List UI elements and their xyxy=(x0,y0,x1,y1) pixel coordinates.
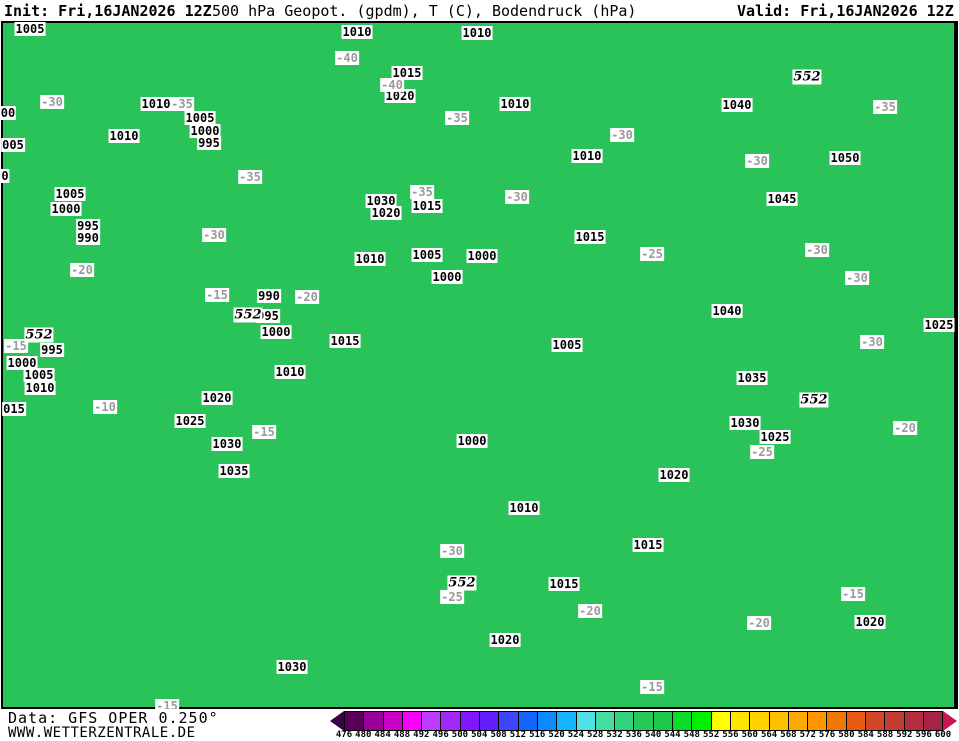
colorbar-cell xyxy=(557,711,577,731)
init-timestamp: Init: Fri,16JAN2026 12Z xyxy=(4,2,212,20)
colorbar-cell xyxy=(576,711,596,731)
colorbar-cell xyxy=(480,711,500,731)
footer-bar: Data: GFS OPER 0.250° WWW.WETTERZENTRALE… xyxy=(0,709,959,741)
colorbar-cell xyxy=(402,711,423,731)
colorbar-scale-value: 584 xyxy=(857,730,874,740)
colorbar-scale-value: 504 xyxy=(471,730,488,740)
website-text: WWW.WETTERZENTRALE.DE xyxy=(8,725,196,741)
colorbar-cell xyxy=(730,711,751,731)
map-area xyxy=(1,21,956,709)
colorbar-cell xyxy=(808,711,828,731)
colorbar-scale-value: 492 xyxy=(413,730,430,740)
colorbar-cell xyxy=(383,711,403,731)
colorbar-scale-value: 500 xyxy=(451,730,469,740)
colorbar-scale-value: 532 xyxy=(606,730,623,740)
colorbar-cell xyxy=(344,711,365,731)
colorbar-scale-value: 548 xyxy=(683,730,700,740)
colorbar-cell xyxy=(653,711,674,731)
colorbar-scale-value: 556 xyxy=(722,730,739,740)
colorbar-cell xyxy=(788,711,809,731)
colorbar-cell xyxy=(422,711,442,731)
colorbar-cell xyxy=(885,711,905,731)
colorbar-scale-value: 476 xyxy=(335,730,353,740)
data-source-text: Data: GFS OPER 0.250° xyxy=(8,709,219,727)
colorbar-scale-value: 552 xyxy=(702,730,720,740)
colorbar-cell xyxy=(846,711,867,731)
colorbar-cell xyxy=(595,711,616,731)
colorbar-scale-value: 528 xyxy=(587,730,604,740)
colorbar-cell xyxy=(518,711,538,731)
colorbar-scale-value: 576 xyxy=(818,730,836,740)
colorbar-scale-value: 508 xyxy=(490,730,507,740)
colorbar-scale-value: 540 xyxy=(645,730,662,740)
colorbar-cell xyxy=(673,711,693,731)
colorbar-cell xyxy=(904,711,924,731)
colorbar-cell xyxy=(537,711,558,731)
colorbar-cell xyxy=(615,711,635,731)
colorbar-scale-value: 596 xyxy=(915,730,932,740)
colorbar-cell xyxy=(923,711,944,731)
colorbar-cell xyxy=(769,711,789,731)
valid-timestamp: Valid: Fri,16JAN2026 12Z xyxy=(737,2,954,20)
colorbar-cell xyxy=(364,711,384,731)
map-title: 500 hPa Geopot. (gpdm), T (C), Bodendruc… xyxy=(212,2,637,20)
colorbar-cell xyxy=(866,711,886,731)
colorbar-cell xyxy=(750,711,770,731)
colorbar-cell xyxy=(634,711,654,731)
colorbar-scale-value: 588 xyxy=(876,730,894,740)
colorbar-scale-value: 520 xyxy=(548,730,565,740)
colorbar-cell xyxy=(692,711,712,731)
colorbar-scale-values: 476 480 484 488 492 496 500 504 508 512 516 520 524 5… xyxy=(330,730,957,741)
colorbar xyxy=(330,711,957,731)
colorbar-scale-value: 572 xyxy=(799,730,816,740)
colorbar-scale-value: 480 xyxy=(355,730,372,740)
colorbar-scale-value: 512 xyxy=(509,730,527,740)
colorbar-cell xyxy=(711,711,731,731)
colorbar-cell xyxy=(499,711,519,731)
colorbar-cell xyxy=(460,711,481,731)
colorbar-cells xyxy=(344,711,944,731)
colorbar-cell xyxy=(827,711,847,731)
header-bar: Init: Fri,16JAN2026 12Z 500 hPa Geopot. … xyxy=(0,0,959,21)
colorbar-scale-value: 560 xyxy=(741,730,758,740)
colorbar-right-arrow-icon xyxy=(943,711,957,731)
colorbar-scale-value: 592 xyxy=(896,730,913,740)
colorbar-left-arrow-icon xyxy=(330,711,344,731)
colorbar-cell xyxy=(441,711,461,731)
colorbar-scale-value: 600 xyxy=(934,730,952,740)
colorbar-scale-value: 544 xyxy=(664,730,681,740)
colorbar-scale-value: 564 xyxy=(760,730,778,740)
colorbar-scale-value: 536 xyxy=(625,730,642,740)
colorbar-scale-value: 516 xyxy=(529,730,546,740)
colorbar-scale-value: 484 xyxy=(374,730,391,740)
colorbar-scale-value: 488 xyxy=(393,730,411,740)
colorbar-scale-value: 580 xyxy=(838,730,855,740)
colorbar-scale-value: 496 xyxy=(432,730,449,740)
colorbar-scale-value: 568 xyxy=(780,730,797,740)
colorbar-scale-value: 524 xyxy=(567,730,584,740)
